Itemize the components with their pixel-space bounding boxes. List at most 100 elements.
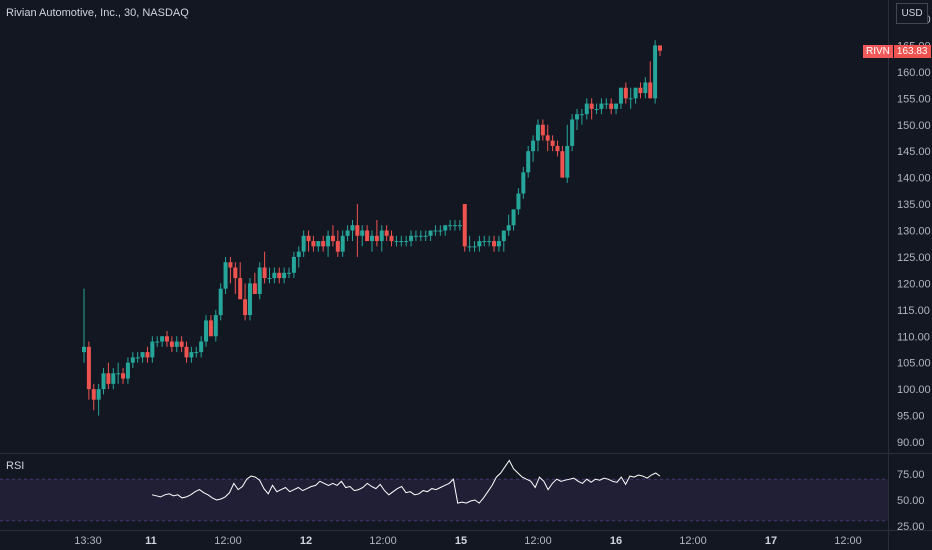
candle-body <box>472 246 477 248</box>
rsi-tick-label: 50.00 <box>897 495 925 507</box>
candlestick-series <box>82 40 662 416</box>
candle-body <box>555 145 560 152</box>
price-tick-label: 115.00 <box>897 305 930 317</box>
time-tick-label: 13:30 <box>74 535 102 547</box>
price-tick-label: 95.00 <box>897 411 925 423</box>
price-tick-label: 105.00 <box>897 358 931 370</box>
rsi-pane-title: RSI <box>6 460 25 472</box>
candle-body <box>125 362 130 379</box>
rsi-tick-label: 75.00 <box>897 469 925 481</box>
candle-body <box>409 235 414 242</box>
chart-title: Rivian Automotive, Inc., 30, NASDAQ <box>6 7 189 19</box>
candle-body <box>413 235 418 237</box>
candle-body <box>272 272 277 279</box>
candle-body <box>389 235 394 242</box>
candle-body <box>633 87 638 99</box>
candle-body <box>477 241 482 247</box>
candle-body <box>301 235 306 252</box>
candle-body <box>457 225 462 227</box>
candle-body <box>599 103 604 109</box>
candle-body <box>174 341 179 347</box>
candle-body <box>145 352 150 358</box>
candle-body <box>218 288 223 316</box>
candle-body <box>189 352 194 358</box>
candle-body <box>370 235 374 242</box>
price-label: 163.83 <box>892 45 931 58</box>
candle-body <box>228 262 233 268</box>
candle-body <box>86 346 91 390</box>
time-tick-label: 12:00 <box>524 535 552 547</box>
time-tick-label: 12:00 <box>679 535 707 547</box>
candle-body <box>594 108 599 110</box>
candle-body <box>243 299 248 316</box>
time-tick-label: 17 <box>765 535 777 547</box>
candle-body <box>423 235 428 237</box>
candle-body <box>452 225 457 227</box>
candle-body <box>135 357 140 359</box>
candle-body <box>653 45 658 99</box>
candle-body <box>535 124 540 141</box>
candle-body <box>184 346 189 358</box>
candle-body <box>404 241 409 243</box>
candle-body <box>335 241 340 252</box>
candle-body <box>394 241 399 243</box>
price-tick-label: 90.00 <box>897 437 925 449</box>
candle-body <box>111 373 116 384</box>
candle-body <box>462 204 467 247</box>
candle-body <box>487 241 492 243</box>
candle-body <box>575 114 580 120</box>
candle-body <box>91 389 96 400</box>
candle-body <box>418 235 423 237</box>
candle-body <box>296 251 301 257</box>
last-price-badge: RIVN 163.83 <box>863 45 931 58</box>
candle-body <box>208 320 213 337</box>
candle-body <box>345 230 350 236</box>
candle-body <box>658 45 662 51</box>
candle-body <box>257 267 262 294</box>
candle-body <box>360 230 365 236</box>
candle-body <box>521 172 526 194</box>
candle-body <box>140 352 145 358</box>
price-tick-label: 135.00 <box>897 199 931 211</box>
candle-body <box>330 235 335 242</box>
candle-body <box>506 225 511 231</box>
candle-body <box>355 225 360 236</box>
time-tick-label: 15 <box>455 535 467 547</box>
rsi-axis[interactable]: 75.00 50.00 25.00 <box>897 469 925 533</box>
price-tick-label: 100.00 <box>897 384 931 396</box>
candle-body <box>643 82 648 94</box>
candle-body <box>96 389 101 400</box>
price-tick-label: 140.00 <box>897 173 931 185</box>
candle-body <box>609 103 614 109</box>
candle-body <box>545 135 550 141</box>
candle-body <box>438 230 443 232</box>
candle-body <box>560 151 565 178</box>
price-tick-label: 130.00 <box>897 226 931 238</box>
candle-body <box>516 193 521 210</box>
candle-body <box>482 241 487 243</box>
candle-body <box>350 225 355 231</box>
time-tick-label: 12:00 <box>834 535 862 547</box>
candle-body <box>160 336 165 342</box>
candle-body <box>579 114 584 116</box>
rsi-tick-label: 25.00 <box>897 521 925 533</box>
time-axis[interactable]: 13:30 11 12:00 12 12:00 15 12:00 16 12:00 17 12:00 <box>74 535 862 547</box>
currency-button[interactable]: USD <box>896 3 928 24</box>
candle-body <box>326 235 331 247</box>
price-tick-label: 150.00 <box>897 120 931 132</box>
candle-body <box>584 103 589 115</box>
candle-body <box>267 278 272 280</box>
candle-body <box>638 87 643 94</box>
candle-body <box>179 341 184 347</box>
price-tick-label: 160.00 <box>897 67 931 79</box>
rsi-series-line <box>151 459 661 504</box>
candle-body <box>116 373 121 375</box>
candle-body <box>501 230 506 242</box>
price-axis[interactable]: 90.00 95.00 100.00 105.00 110.00 115.00 120.00… <box>897 14 931 449</box>
candle-body <box>628 98 633 100</box>
time-tick-label: 12:00 <box>369 535 397 547</box>
candle-body <box>614 103 619 109</box>
candle-body <box>589 103 594 109</box>
candle-body <box>169 341 174 347</box>
